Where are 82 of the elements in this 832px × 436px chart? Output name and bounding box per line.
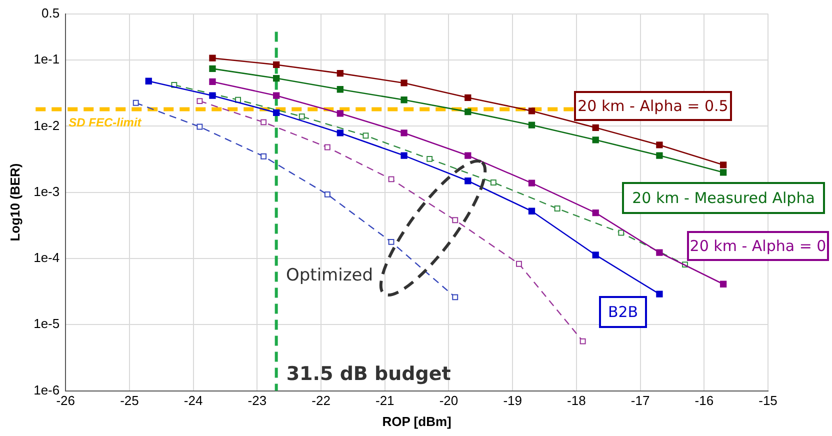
y-tick-label: 1e-3 bbox=[34, 184, 60, 199]
point bbox=[528, 108, 536, 114]
point bbox=[400, 130, 408, 136]
point bbox=[260, 153, 267, 160]
point bbox=[400, 96, 408, 104]
x-tick-label: -22 bbox=[312, 393, 330, 408]
point bbox=[464, 94, 472, 101]
x-axis-title: ROP [dBm] bbox=[382, 414, 452, 429]
point bbox=[592, 252, 599, 258]
point bbox=[592, 210, 599, 216]
point bbox=[516, 260, 522, 267]
point bbox=[196, 124, 203, 130]
point bbox=[720, 162, 727, 168]
series-label: 20 km - Alpha = 0 bbox=[690, 236, 826, 255]
y-tick-label: 1e-4 bbox=[34, 250, 60, 266]
point bbox=[336, 70, 344, 77]
point bbox=[145, 78, 152, 84]
x-tick-label: -24 bbox=[184, 393, 203, 408]
point bbox=[336, 86, 344, 93]
point bbox=[656, 249, 663, 256]
point bbox=[336, 130, 344, 136]
y-tick-label: 1e-6 bbox=[34, 382, 60, 398]
point bbox=[273, 74, 280, 82]
point bbox=[656, 290, 663, 298]
x-tick-label: -16 bbox=[694, 393, 714, 408]
x-tick-label: -15 bbox=[758, 393, 778, 408]
point bbox=[554, 206, 560, 212]
point bbox=[209, 54, 216, 62]
point bbox=[260, 119, 267, 126]
point bbox=[273, 61, 280, 68]
point bbox=[209, 78, 216, 86]
point bbox=[196, 98, 203, 104]
point bbox=[273, 109, 280, 116]
point bbox=[490, 179, 496, 186]
series-label: B2B bbox=[608, 302, 638, 321]
point bbox=[400, 80, 408, 86]
point bbox=[720, 169, 727, 176]
y-tick-label: 1e-1 bbox=[34, 52, 60, 67]
x-tick-label: -18 bbox=[567, 393, 586, 408]
x-tick-label: -23 bbox=[248, 393, 267, 408]
point bbox=[464, 152, 472, 159]
point bbox=[592, 136, 599, 144]
point bbox=[464, 178, 472, 184]
point bbox=[209, 92, 216, 99]
series-label: 20 km - Alpha = 0.5 bbox=[578, 96, 728, 115]
point bbox=[388, 238, 394, 245]
point bbox=[656, 152, 663, 159]
point bbox=[656, 142, 663, 148]
x-tick-label: -19 bbox=[503, 393, 522, 408]
annotation: Optimized bbox=[286, 265, 374, 286]
point bbox=[400, 152, 408, 159]
point bbox=[362, 132, 369, 139]
point bbox=[720, 280, 727, 288]
point bbox=[592, 124, 599, 131]
point bbox=[388, 176, 394, 182]
point bbox=[528, 122, 536, 128]
y-tick-label: 0.5 bbox=[42, 5, 60, 20]
point bbox=[580, 338, 586, 344]
point bbox=[452, 294, 458, 300]
series-label: 20 km - Measured Alpha bbox=[632, 188, 815, 207]
point bbox=[298, 114, 305, 120]
x-tick-label: -20 bbox=[439, 393, 458, 408]
point bbox=[464, 108, 472, 116]
point bbox=[528, 180, 536, 186]
y-tick-label: 1e-5 bbox=[34, 316, 60, 332]
point bbox=[324, 144, 330, 150]
point bbox=[426, 156, 433, 162]
y-axis-title: Log10 (BER) bbox=[7, 163, 22, 242]
x-tick-label: -25 bbox=[120, 393, 139, 408]
x-tick-label: -17 bbox=[630, 393, 650, 408]
point bbox=[209, 65, 216, 72]
point bbox=[324, 191, 330, 198]
point bbox=[132, 100, 139, 106]
point bbox=[336, 110, 344, 117]
ref-line-label: 31.5 dB budget bbox=[286, 363, 451, 386]
y-tick-label: 1e-2 bbox=[34, 118, 60, 133]
ref-line-label: SD FEC-limit bbox=[68, 116, 142, 130]
point bbox=[452, 217, 458, 224]
point bbox=[273, 92, 280, 99]
point bbox=[618, 230, 624, 236]
x-tick-label: -21 bbox=[375, 393, 394, 408]
point bbox=[528, 208, 536, 214]
